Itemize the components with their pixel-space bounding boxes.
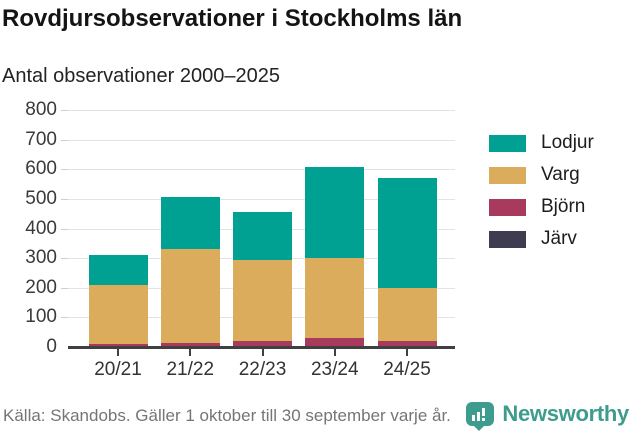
bar-segment-varg — [88, 284, 148, 345]
legend-label: Järv — [541, 228, 577, 249]
newsworthy-logo: Newsworthy — [466, 401, 629, 431]
gridline — [68, 198, 455, 200]
x-tick-label: 20/21 — [94, 359, 142, 380]
x-tick-mark — [406, 349, 408, 356]
chart-legend: Lodjur Varg Björn Järv — [489, 132, 594, 260]
x-tick-label: 23/24 — [310, 359, 359, 380]
legend-label: Varg — [541, 164, 580, 185]
x-tick-label: 22/23 — [238, 359, 287, 380]
y-tick-label: 0 — [46, 336, 57, 357]
y-tick-label: 800 — [25, 99, 57, 120]
y-tick-mark — [61, 110, 68, 111]
x-tick-label: 21/22 — [166, 359, 215, 380]
source-text: Källa: Skandobs. Gäller 1 oktober till 3… — [3, 406, 451, 425]
y-tick-label: 100 — [25, 306, 57, 328]
bar-segment-lodjur — [88, 255, 148, 285]
legend-swatch — [489, 134, 526, 152]
x-tick-mark — [117, 349, 119, 356]
y-tick-mark — [61, 287, 68, 289]
y-tick-label: 600 — [25, 158, 57, 180]
gridline — [68, 139, 455, 141]
x-tick-mark — [333, 349, 336, 356]
x-tick-mark — [189, 349, 192, 356]
bar-segment-björn — [377, 340, 437, 347]
bar-segment-björn — [305, 338, 365, 347]
logo-bar-icon — [477, 412, 481, 421]
gridline — [68, 169, 455, 171]
bar-segment-varg — [377, 288, 437, 341]
legend-label: Lodjur — [541, 132, 594, 153]
legend-swatch — [489, 166, 526, 184]
y-tick-mark — [61, 139, 68, 141]
legend-item-järv: Järv — [489, 228, 594, 250]
bar-segment-lodjur — [233, 212, 292, 260]
y-tick-mark — [61, 198, 68, 200]
bar-segment-varg — [305, 258, 365, 339]
legend-item-björn: Björn — [489, 196, 594, 218]
y-tick-mark — [61, 258, 68, 260]
newsworthy-icon — [466, 402, 495, 431]
stacked-bar-chart: 0 100 200 300 400 500 600 700 800 20/21 21/22 22/23… — [25, 99, 455, 380]
speech-bubble-tail — [473, 425, 486, 431]
logo-bar-icon — [472, 415, 476, 421]
x-tick-label: 24/25 — [383, 359, 431, 380]
y-tick-label: 300 — [25, 247, 57, 269]
bar-segment-björn — [160, 343, 220, 347]
newsworthy-wordmark: Newsworthy — [502, 401, 629, 426]
logo-exclamation-icon — [482, 408, 486, 416]
bar-segment-varg — [160, 249, 220, 344]
bar-segment-lodjur — [305, 166, 365, 259]
x-axis-line — [68, 346, 455, 349]
y-tick-label: 500 — [25, 187, 57, 209]
y-tick-label: 700 — [25, 128, 57, 150]
bar-segment-björn — [88, 344, 148, 347]
bar-segment-varg — [233, 259, 292, 342]
bar-segment-lodjur — [377, 178, 437, 289]
legend-label: Björn — [541, 196, 586, 217]
chart-title: Rovdjursobservationer i Stockholms län — [2, 5, 463, 32]
legend-swatch — [489, 230, 526, 248]
y-tick-mark — [61, 169, 68, 171]
legend-swatch — [489, 198, 526, 216]
y-tick-label: 200 — [25, 276, 57, 298]
gridline — [68, 110, 455, 111]
logo-exclamation-dot — [482, 418, 486, 421]
y-tick-label: 400 — [25, 217, 57, 239]
legend-item-varg: Varg — [489, 164, 594, 186]
legend-item-lodjur: Lodjur — [489, 132, 594, 154]
y-tick-mark — [61, 228, 68, 230]
chart-subtitle: Antal observationer 2000–2025 — [2, 65, 280, 87]
bar-segment-björn — [233, 341, 292, 347]
x-tick-mark — [261, 349, 264, 356]
y-tick-mark — [61, 317, 68, 319]
bar-segment-lodjur — [160, 197, 220, 250]
